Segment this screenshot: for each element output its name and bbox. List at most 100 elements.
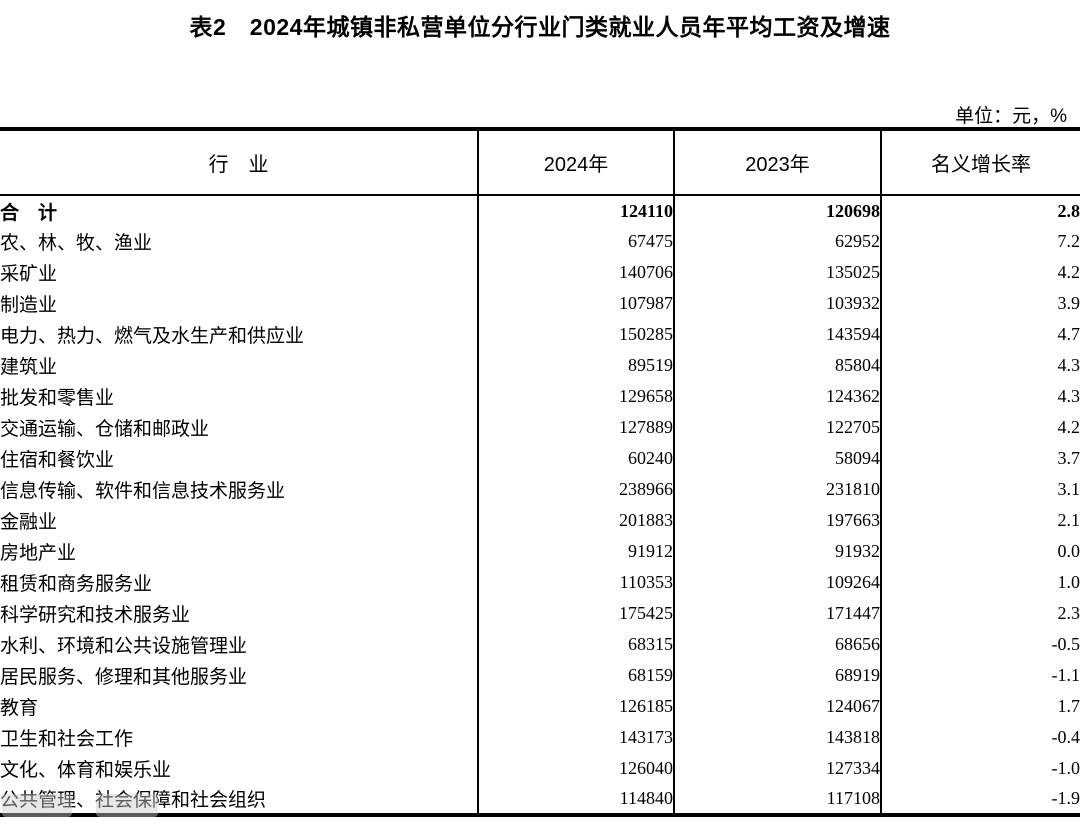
growth-cell: -0.5 bbox=[880, 629, 1080, 660]
industry-cell: 信息传输、软件和信息技术服务业 bbox=[0, 481, 286, 502]
growth-cell: -0.4 bbox=[880, 722, 1080, 753]
growth-cell: 4.2 bbox=[880, 412, 1080, 443]
value-2024-cell: 150285 bbox=[477, 319, 674, 350]
growth-cell: 2.8 bbox=[880, 195, 1080, 226]
table-row: 采矿业 140706 135025 4.2 bbox=[0, 257, 1080, 288]
growth-cell: 4.3 bbox=[880, 381, 1080, 412]
table-row: 制造业 107987 103932 3.9 bbox=[0, 288, 1080, 319]
table-row: 教育 126185 124067 1.7 bbox=[0, 691, 1080, 722]
value-2024-cell: 126040 bbox=[477, 753, 674, 784]
table-row: 文化、体育和娱乐业 126040 127334 -1.0 bbox=[0, 753, 1080, 784]
page-title: 表2 2024年城镇非私营单位分行业门类就业人员年平均工资及增速 bbox=[189, 14, 891, 40]
industry-cell: 科学研究和技术服务业 bbox=[0, 605, 191, 626]
value-2023-cell: 58094 bbox=[673, 443, 881, 474]
unit-note: 单位：元，% bbox=[955, 106, 1067, 127]
value-2024-cell: 129658 bbox=[477, 381, 674, 412]
growth-cell: 4.7 bbox=[880, 319, 1080, 350]
value-2023-cell: 171447 bbox=[673, 598, 881, 629]
table-row: 合 计 124110 120698 2.8 bbox=[0, 195, 1080, 226]
table-row: 科学研究和技术服务业 175425 171447 2.3 bbox=[0, 598, 1080, 629]
value-2023-cell: 120698 bbox=[673, 195, 881, 226]
industry-cell: 卫生和社会工作 bbox=[0, 729, 134, 750]
value-2023-cell: 103932 bbox=[673, 288, 881, 319]
value-2024-cell: 91912 bbox=[477, 536, 674, 567]
table-row: 卫生和社会工作 143173 143818 -0.4 bbox=[0, 722, 1080, 753]
table-row: 建筑业 89519 85804 4.3 bbox=[0, 350, 1080, 381]
value-2023-cell: 135025 bbox=[673, 257, 881, 288]
value-2024-cell: 67475 bbox=[477, 226, 674, 257]
growth-cell: 4.2 bbox=[880, 257, 1080, 288]
table-body: 合 计 124110 120698 2.8 农、林、牧、渔业 67475 62952 7.2 采… bbox=[0, 195, 1080, 815]
growth-cell: 0.0 bbox=[880, 536, 1080, 567]
growth-cell: 1.0 bbox=[880, 567, 1080, 598]
industry-cell: 水利、环境和公共设施管理业 bbox=[0, 636, 248, 657]
value-2023-cell: 68919 bbox=[673, 660, 881, 691]
value-2023-cell: 109264 bbox=[673, 567, 881, 598]
growth-cell: -1.0 bbox=[880, 753, 1080, 784]
growth-cell: 7.2 bbox=[880, 226, 1080, 257]
growth-cell: 1.7 bbox=[880, 691, 1080, 722]
growth-cell: 3.9 bbox=[880, 288, 1080, 319]
industry-cell: 制造业 bbox=[0, 295, 58, 316]
value-2024-cell: 114840 bbox=[477, 784, 674, 815]
value-2024-cell: 127889 bbox=[477, 412, 674, 443]
growth-cell: -1.1 bbox=[880, 660, 1080, 691]
industry-cell: 采矿业 bbox=[0, 264, 58, 285]
table-row: 公共管理、社会保障和社会组织 114840 117108 -1.9 bbox=[0, 784, 1080, 815]
growth-cell: 3.7 bbox=[880, 443, 1080, 474]
industry-cell: 建筑业 bbox=[0, 357, 58, 378]
table-row: 金融业 201883 197663 2.1 bbox=[0, 505, 1080, 536]
growth-cell: 2.3 bbox=[880, 598, 1080, 629]
value-2023-cell: 85804 bbox=[673, 350, 881, 381]
value-2023-cell: 117108 bbox=[673, 784, 881, 815]
value-2024-cell: 68315 bbox=[477, 629, 674, 660]
industry-cell: 文化、体育和娱乐业 bbox=[0, 760, 172, 781]
growth-cell: 2.1 bbox=[880, 505, 1080, 536]
industry-cell: 电力、热力、燃气及水生产和供应业 bbox=[0, 326, 305, 347]
growth-cell: 4.3 bbox=[880, 350, 1080, 381]
value-2023-cell: 143594 bbox=[673, 319, 881, 350]
table-row: 住宿和餐饮业 60240 58094 3.7 bbox=[0, 443, 1080, 474]
value-2023-cell: 231810 bbox=[673, 474, 881, 505]
growth-cell: -1.9 bbox=[880, 784, 1080, 815]
col-header-2024: 2024年 bbox=[477, 129, 674, 196]
industry-cell: 农、林、牧、渔业 bbox=[0, 233, 153, 254]
value-2024-cell: 140706 bbox=[477, 257, 674, 288]
value-2023-cell: 62952 bbox=[673, 226, 881, 257]
value-2023-cell: 122705 bbox=[673, 412, 881, 443]
industry-cell: 住宿和餐饮业 bbox=[0, 450, 115, 471]
value-2024-cell: 175425 bbox=[477, 598, 674, 629]
col-header-growth: 名义增长率 bbox=[880, 129, 1080, 196]
industry-cell: 金融业 bbox=[0, 512, 58, 533]
table-row: 房地产业 91912 91932 0.0 bbox=[0, 536, 1080, 567]
value-2024-cell: 110353 bbox=[477, 567, 674, 598]
value-2024-cell: 89519 bbox=[477, 350, 674, 381]
value-2024-cell: 238966 bbox=[477, 474, 674, 505]
table-row: 租赁和商务服务业 110353 109264 1.0 bbox=[0, 567, 1080, 598]
value-2023-cell: 68656 bbox=[673, 629, 881, 660]
industry-cell: 租赁和商务服务业 bbox=[0, 574, 153, 595]
value-2023-cell: 91932 bbox=[673, 536, 881, 567]
table-row: 批发和零售业 129658 124362 4.3 bbox=[0, 381, 1080, 412]
col-header-industry: 行 业 bbox=[0, 129, 478, 196]
industry-cell: 公共管理、社会保障和社会组织 bbox=[0, 790, 267, 811]
value-2023-cell: 143818 bbox=[673, 722, 881, 753]
col-header-2023: 2023年 bbox=[673, 129, 881, 196]
table-row: 水利、环境和公共设施管理业 68315 68656 -0.5 bbox=[0, 629, 1080, 660]
value-2023-cell: 124362 bbox=[673, 381, 881, 412]
header-row: 行 业 2024年 2023年 名义增长率 bbox=[0, 129, 1080, 196]
value-2023-cell: 124067 bbox=[673, 691, 881, 722]
industry-cell: 合 计 bbox=[0, 202, 58, 224]
industry-cell: 房地产业 bbox=[0, 543, 77, 564]
table-row: 电力、热力、燃气及水生产和供应业 150285 143594 4.7 bbox=[0, 319, 1080, 350]
value-2024-cell: 126185 bbox=[477, 691, 674, 722]
industry-cell: 交通运输、仓储和邮政业 bbox=[0, 419, 210, 440]
industry-cell: 教育 bbox=[0, 698, 39, 719]
value-2023-cell: 127334 bbox=[673, 753, 881, 784]
value-2023-cell: 197663 bbox=[673, 505, 881, 536]
value-2024-cell: 201883 bbox=[477, 505, 674, 536]
wage-table: 行 业 2024年 2023年 名义增长率 合 计 124110 120698 2.8… bbox=[0, 127, 1080, 817]
industry-cell: 批发和零售业 bbox=[0, 388, 115, 409]
value-2024-cell: 68159 bbox=[477, 660, 674, 691]
value-2024-cell: 60240 bbox=[477, 443, 674, 474]
